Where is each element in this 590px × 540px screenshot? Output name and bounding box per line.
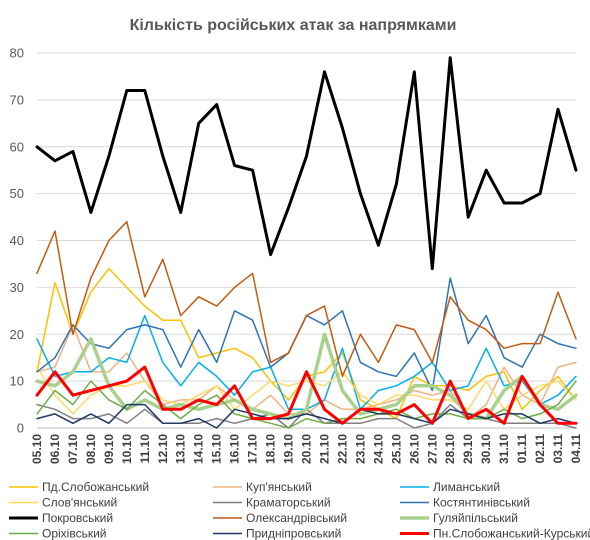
series-line <box>36 403 577 429</box>
y-tick-label: 60 <box>10 139 24 154</box>
x-tick-label: 02.11 <box>533 434 547 464</box>
legend-label: Олександрівський <box>246 511 347 525</box>
x-tick-label: 13.10 <box>174 434 188 464</box>
x-tick-label: 17.10 <box>246 434 260 464</box>
y-axis-tick-labels: 0 10 20 30 40 50 60 70 80 <box>10 46 24 436</box>
legend: Пд.Слобожанський Куп'янський Лиманський Сло… <box>9 480 590 540</box>
x-tick-label: 07.10 <box>66 434 80 464</box>
x-tick-label: 22.10 <box>335 434 349 464</box>
y-tick-label: 50 <box>10 186 24 201</box>
legend-label: Пд.Слобожанський <box>42 480 149 494</box>
legend-label: Костянтинівський <box>433 496 530 510</box>
series-line <box>36 366 577 415</box>
x-tick-label: 31.10 <box>497 434 511 464</box>
legend-label: Покровський <box>42 511 113 525</box>
y-tick-label: 70 <box>10 92 24 107</box>
series-line <box>35 56 578 271</box>
x-tick-label: 11.10 <box>138 434 152 464</box>
x-tick-label: 21.10 <box>317 434 331 464</box>
x-tick-label: 14.10 <box>192 434 206 464</box>
y-tick-label: 0 <box>17 421 24 436</box>
x-tick-label: 09.10 <box>102 434 116 464</box>
x-axis-tick-labels: 05.10 06.10 07.10 08.10 09.10 10.10 11.10 12.10… <box>30 434 583 464</box>
legend-label: Краматорський <box>246 496 331 510</box>
x-tick-label: 01.11 <box>515 434 529 464</box>
x-tick-label: 20.10 <box>300 434 314 464</box>
legend-label: Пн.Слобожанський-Курський <box>433 527 590 540</box>
legend-label: Придніпровський <box>246 527 341 540</box>
y-tick-label: 40 <box>10 233 24 248</box>
x-tick-label: 24.10 <box>371 434 385 464</box>
x-tick-label: 25.10 <box>389 434 403 464</box>
x-tick-label: 12.10 <box>156 434 170 464</box>
legend-label: Оріхівський <box>42 527 107 540</box>
x-tick-label: 29.10 <box>461 434 475 464</box>
x-tick-label: 30.10 <box>479 434 493 464</box>
x-tick-label: 18.10 <box>264 434 278 464</box>
x-tick-label: 15.10 <box>210 434 224 464</box>
x-tick-label: 16.10 <box>228 434 242 464</box>
gridlines <box>37 52 576 382</box>
x-tick-label: 27.10 <box>425 434 439 464</box>
legend-label: Слов'янський <box>42 496 117 510</box>
x-tick-label: 03.11 <box>551 434 565 464</box>
y-tick-label: 10 <box>10 374 24 389</box>
legend-label: Куп'янський <box>246 480 312 494</box>
series-line <box>35 365 578 425</box>
y-tick-label: 30 <box>10 280 24 295</box>
x-tick-label: 04.11 <box>569 434 583 464</box>
x-tick-label: 08.10 <box>84 434 98 464</box>
series-line <box>36 267 577 420</box>
x-tick-label: 19.10 <box>282 434 296 464</box>
y-tick-label: 20 <box>10 327 24 342</box>
series-lines <box>35 56 578 429</box>
x-tick-label: 23.10 <box>353 434 367 464</box>
x-tick-label: 28.10 <box>443 434 457 464</box>
x-tick-label: 06.10 <box>48 434 62 464</box>
legend-label: Лиманський <box>433 480 500 494</box>
x-tick-label: 26.10 <box>407 434 421 464</box>
y-tick-label: 80 <box>10 46 24 61</box>
x-tick-label: 05.10 <box>30 434 44 464</box>
legend-label: Гуляйпільський <box>433 511 518 525</box>
x-tick-label: 10.10 <box>120 434 134 464</box>
chart-title: Кількість російських атак за напрямками <box>130 17 457 34</box>
series-line <box>36 220 577 378</box>
